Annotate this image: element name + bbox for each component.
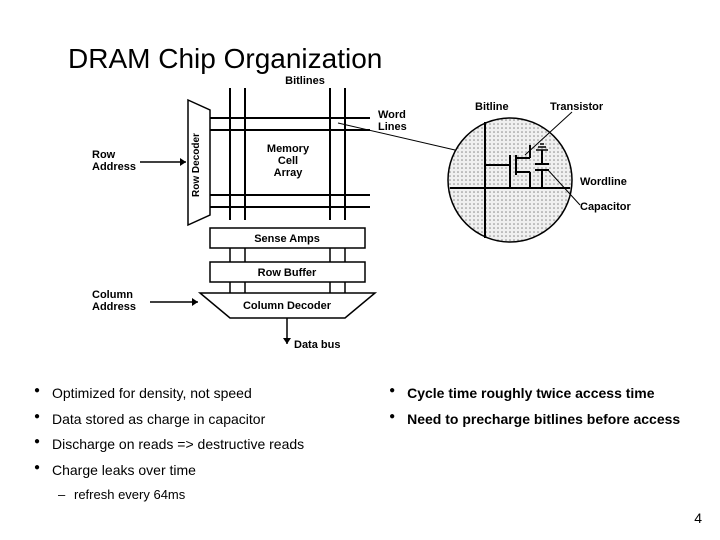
right-column: Cycle time roughly twice access time Nee…	[385, 384, 700, 509]
svg-text:Row Decoder: Row Decoder	[191, 133, 202, 197]
wordline-label: Wordline	[580, 176, 627, 188]
row-address-arrow	[140, 158, 186, 166]
bullet-columns: Optimized for density, not speed Data st…	[30, 384, 700, 509]
bullet-item: Cycle time roughly twice access time	[385, 384, 700, 404]
left-bullets: Optimized for density, not speed Data st…	[30, 384, 385, 505]
bullet-item: Charge leaks over time	[30, 461, 385, 481]
row-buffer-label: Row Buffer	[258, 267, 317, 279]
transistor-label: Transistor	[550, 101, 604, 113]
column-decoder-label: Column Decoder	[243, 300, 332, 312]
bullet-item: Discharge on reads => destructive reads	[30, 435, 385, 455]
dram-diagram: Bitlines Word Lines Row Decoder Row Addr…	[80, 70, 640, 370]
left-column: Optimized for density, not speed Data st…	[30, 384, 385, 509]
row-address-label-1: Row	[92, 149, 116, 161]
row-address-label-2: Address	[92, 161, 136, 173]
bullet-item: Data stored as charge in capacitor	[30, 410, 385, 430]
data-bus-label: Data bus	[294, 339, 340, 351]
row-decoder-block: Row Decoder	[188, 100, 210, 225]
bullet-item: Need to precharge bitlines before access	[385, 410, 700, 430]
page-number: 4	[694, 510, 702, 526]
col-addr-1: Column	[92, 289, 133, 301]
capacitor-label: Capacitor	[580, 201, 631, 213]
word-lines-label-2: Lines	[378, 121, 407, 133]
bitlines-label: Bitlines	[285, 75, 325, 87]
bullet-item: Optimized for density, not speed	[30, 384, 385, 404]
right-bullets: Cycle time roughly twice access time Nee…	[385, 384, 700, 429]
sense-amps-label: Sense Amps	[254, 233, 320, 245]
col-addr-2: Address	[92, 301, 136, 313]
mem-cell-1: Memory	[267, 143, 310, 155]
column-address-arrow	[150, 298, 198, 306]
sub-bullet-item: refresh every 64ms	[30, 486, 385, 504]
word-lines-label-1: Word	[378, 109, 406, 121]
mem-cell-2: Cell	[278, 155, 298, 167]
bitline-label: Bitline	[475, 101, 509, 113]
cell-detail	[448, 118, 572, 242]
mem-cell-3: Array	[274, 167, 304, 179]
